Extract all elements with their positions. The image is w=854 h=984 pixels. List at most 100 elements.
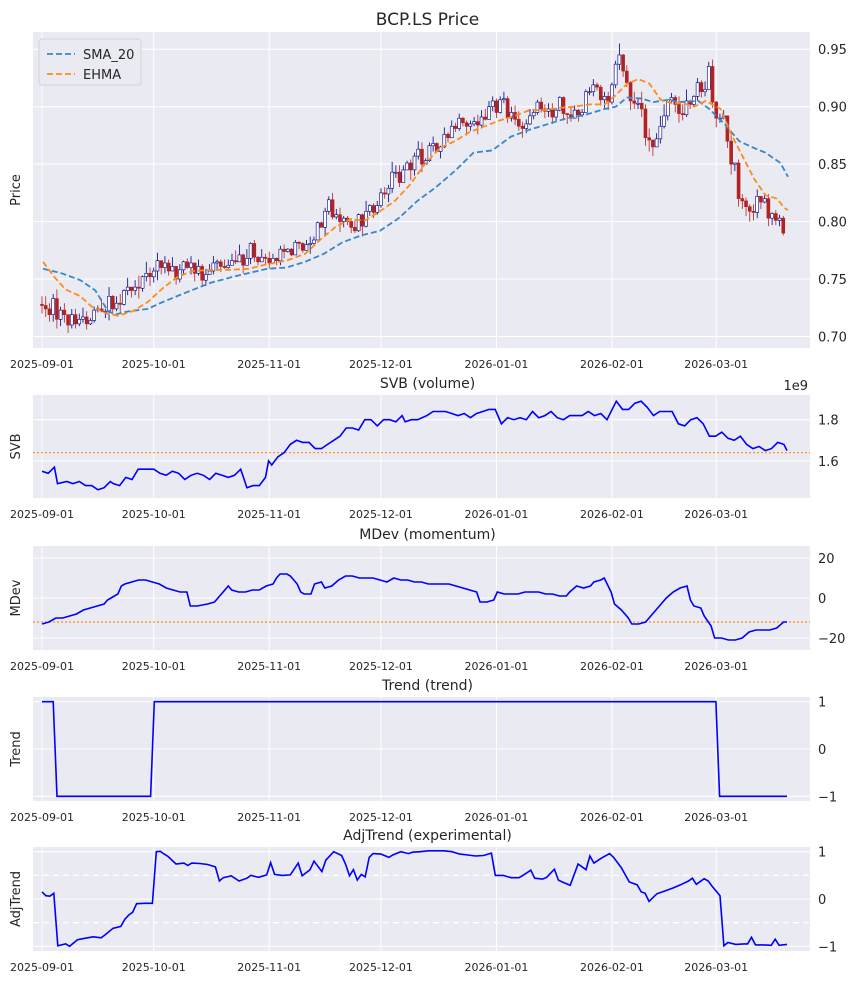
mdev-xtick-label: 2026-02-01 (580, 660, 644, 673)
candle-body (740, 198, 745, 202)
candle-body (744, 200, 748, 207)
adjtrend-xtick-label: 2026-03-01 (684, 961, 748, 974)
candle-body (401, 169, 406, 183)
candle-body (762, 198, 767, 203)
candle-body (639, 102, 644, 110)
candle-body (304, 244, 309, 251)
trend-ytick-label: 1 (818, 696, 826, 711)
candle-body (680, 113, 685, 116)
candle-body (360, 214, 365, 227)
price-series-ehma (42, 78, 789, 317)
price-xtick-label: 2025-11-01 (237, 358, 301, 371)
candle-body (483, 116, 488, 120)
trend-ytick-label: −1 (818, 790, 837, 805)
candle-body (550, 108, 555, 118)
candle-body (327, 199, 331, 212)
candle-body (636, 102, 640, 105)
candle-body (185, 261, 190, 268)
panel-trend: 1 0 −1 2025-09-01 2025-10-01 2025-11-01 2025-1… (9, 678, 837, 824)
candle-body (468, 123, 473, 127)
price-ytick-label: 0.70 (818, 331, 847, 346)
candle-body (88, 320, 93, 325)
mdev-xtick-label: 2025-09-01 (10, 660, 74, 673)
candle-body (297, 241, 301, 244)
mdev-ytick-label: 20 (818, 552, 835, 567)
candle-body (338, 214, 342, 222)
trend-xtick-label: 2026-03-01 (684, 811, 748, 824)
candle-body (308, 243, 313, 245)
candle-body (759, 196, 763, 203)
candle-body (319, 222, 324, 228)
candle-body (204, 274, 208, 281)
candle-body (733, 162, 737, 165)
candle-body (394, 171, 398, 174)
mdev-ylabel: MDev (9, 579, 24, 616)
candle-body (353, 227, 357, 232)
panel-mdev: 20 0 −20 2025-09-01 2025-10-01 2025-11-01 2025… (9, 527, 845, 673)
candle-body (256, 256, 260, 263)
candle-body (505, 98, 510, 119)
svb-xtick-label: 2025-11-01 (237, 508, 301, 521)
candle-body (151, 270, 156, 278)
candle-body (598, 86, 603, 101)
candle-body (278, 248, 283, 261)
mdev-xtick-label: 2026-01-01 (464, 660, 528, 673)
candle-body (84, 316, 89, 325)
trend-xtick-label: 2025-11-01 (237, 811, 301, 824)
svb-series-svb (41, 399, 788, 491)
candle-body (602, 96, 607, 101)
candle-body (453, 125, 458, 129)
candle-body (766, 198, 771, 219)
candle-body (699, 82, 704, 93)
mdev-series-mdev (41, 573, 787, 641)
candle-body (591, 84, 596, 93)
candle-body (461, 117, 465, 124)
candle-body (561, 97, 566, 114)
candle-body (654, 138, 659, 148)
price-xtick-label: 2026-03-01 (684, 358, 748, 371)
candle-body (55, 298, 59, 320)
candle-body (323, 210, 327, 228)
candle-body (144, 273, 149, 278)
svb-xtick-label: 2025-10-01 (122, 508, 186, 521)
candle-body (658, 125, 663, 140)
candle-body (118, 302, 123, 305)
candle-body (300, 243, 305, 251)
price-title: BCP.LS Price (376, 10, 479, 30)
price-plot-area (33, 32, 810, 348)
svb-plot-area (33, 395, 810, 498)
svb-ylabel: SVB (9, 433, 24, 459)
candle-body (315, 222, 320, 241)
candle-body (233, 260, 238, 263)
candle-body (114, 302, 119, 310)
candle-body (379, 192, 383, 206)
candle-body (524, 123, 529, 129)
price-xtick-label: 2026-02-01 (580, 358, 644, 371)
mdev-ytick-label: 0 (818, 592, 826, 607)
candle-body (412, 155, 417, 171)
candle-body (241, 254, 245, 266)
candle-body (617, 54, 622, 65)
candle-body (211, 262, 216, 272)
candle-body (535, 101, 540, 113)
candle-body (431, 143, 435, 147)
candle-body (170, 266, 175, 272)
candle-body (587, 91, 592, 94)
candle-body (66, 314, 70, 326)
trend-xtick-label: 2025-12-01 (349, 811, 413, 824)
candle-body (334, 214, 339, 218)
candle-body (245, 258, 249, 266)
svb-ytick-label: 1.6 (818, 455, 839, 470)
candle-body (476, 121, 480, 126)
candle-body (43, 305, 48, 310)
candle-body (509, 112, 514, 119)
candle-body (565, 113, 570, 116)
candle-body (613, 63, 618, 86)
candle-body (539, 101, 543, 110)
adjtrend-ylabel: AdjTrend (9, 871, 24, 927)
candle-body (595, 84, 599, 88)
candle-body (252, 243, 257, 258)
candle-body (133, 286, 137, 291)
candle-body (371, 205, 376, 213)
candle-body (192, 262, 197, 274)
